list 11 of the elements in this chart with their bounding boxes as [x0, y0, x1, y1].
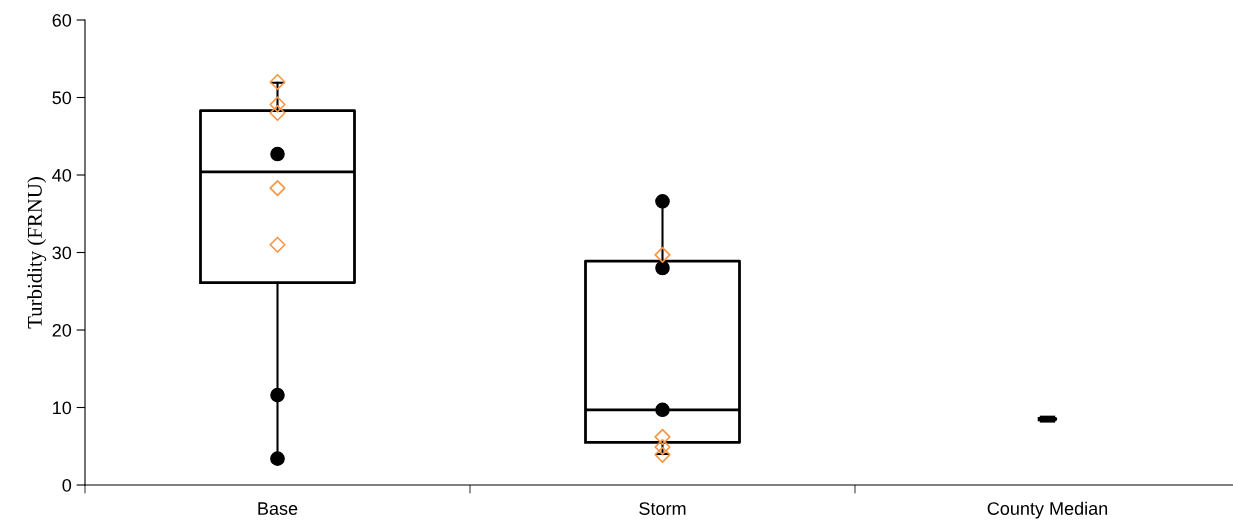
y-tick-label: 40	[52, 168, 72, 182]
x-tick-label: Base	[258, 502, 298, 515]
x-tick-label: County Median	[987, 501, 1108, 519]
x-tick-label: Storm	[639, 502, 686, 515]
y-tick-label: 0	[62, 478, 72, 492]
y-tick-label: 10	[53, 401, 72, 415]
y-tick-label: 30	[52, 246, 72, 260]
y-tick-label: 60	[52, 13, 72, 27]
y-axis-title: Turbidity (FRNU)	[27, 177, 47, 329]
y-tick-label: 20	[52, 323, 72, 337]
y-tick-label: 50	[52, 91, 72, 105]
